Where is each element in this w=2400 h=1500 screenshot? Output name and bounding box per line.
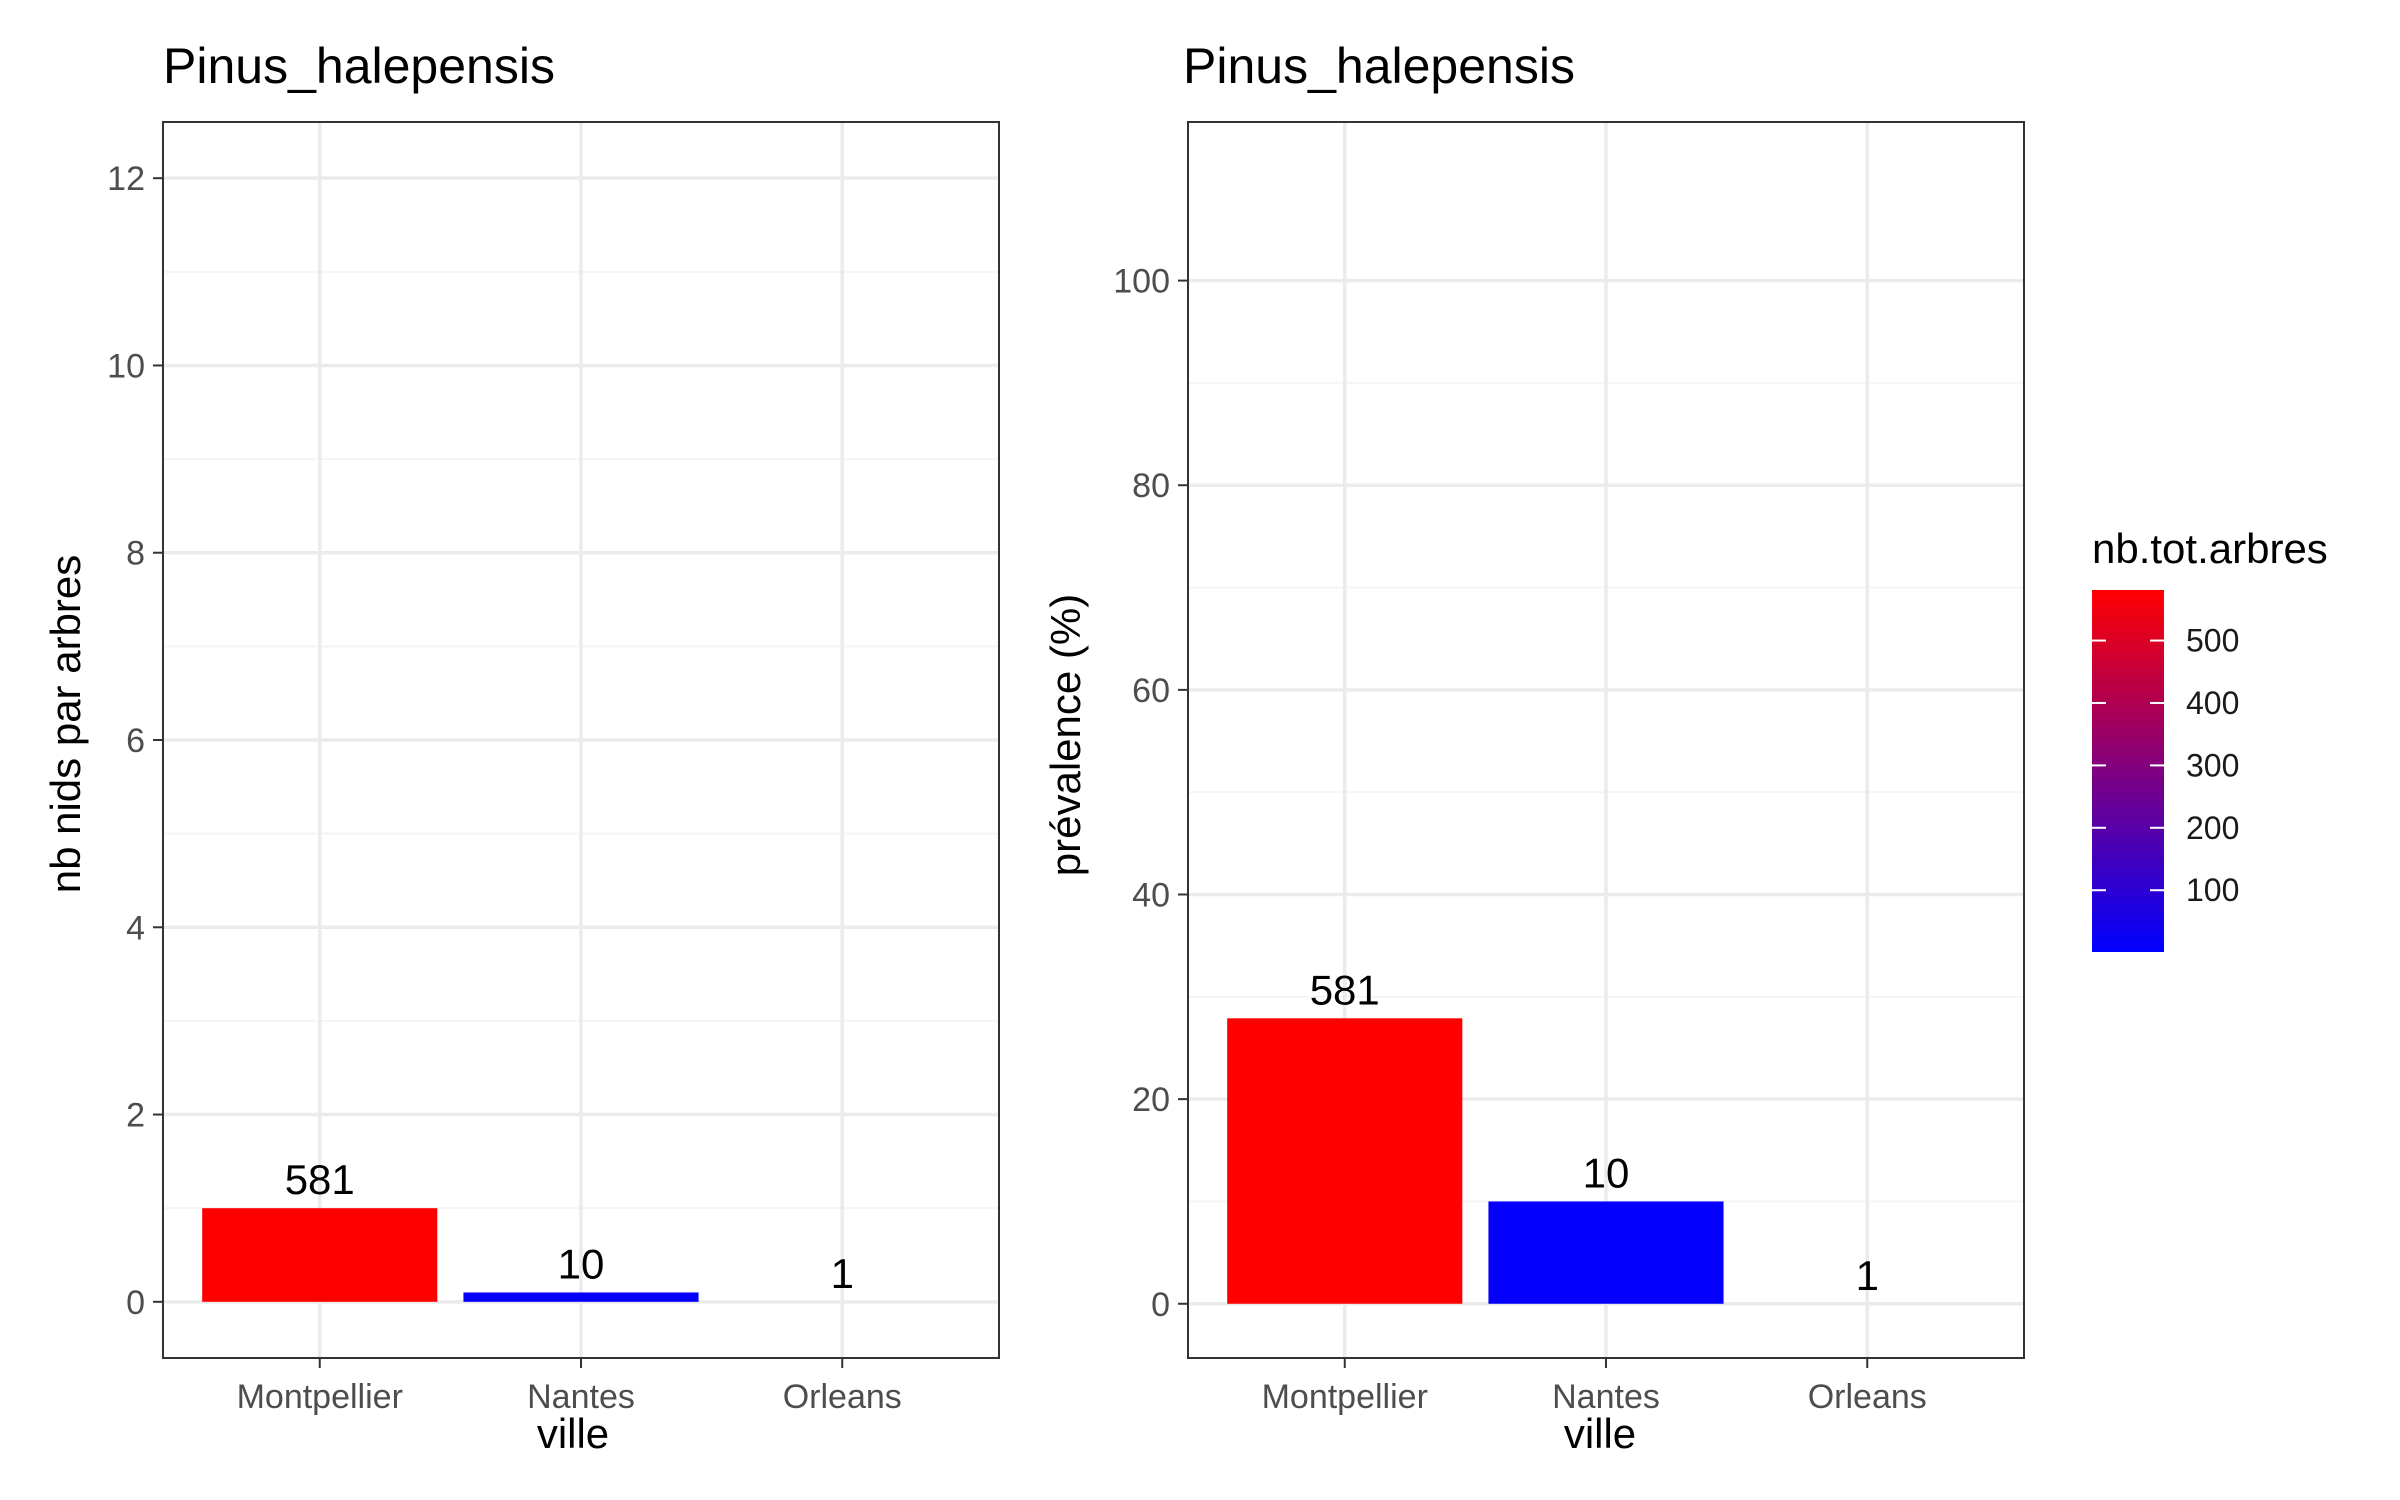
legend-tick-label: 300 [2186,747,2239,783]
bar-label: 10 [1583,1149,1630,1196]
y-tick-label: 20 [1132,1081,1170,1119]
bar-label: 1 [1856,1252,1879,1299]
right-x-axis-title: ville [1564,1410,1636,1457]
left-y-axis-title: nb nids par arbres [42,555,89,894]
y-tick-label: 0 [126,1284,145,1322]
bar-label: 1 [831,1250,854,1297]
bar-label: 581 [285,1156,355,1203]
bar-label: 10 [558,1240,605,1287]
y-tick-label: 6 [126,722,145,760]
legend-title: nb.tot.arbres [2092,525,2328,572]
x-tick-label: Orleans [1808,1378,1927,1416]
y-tick-label: 80 [1132,467,1170,505]
legend-colorbar [2092,590,2164,952]
bar-label: 581 [1310,966,1380,1013]
y-tick-label: 40 [1132,877,1170,915]
bar-montpellier [202,1208,438,1302]
x-tick-label: Nantes [527,1378,635,1416]
y-tick-label: 0 [1151,1286,1170,1324]
legend-tick-label: 500 [2186,623,2239,659]
left-chart: Pinus_halepensis ville nb nids par arbre… [42,38,1000,1457]
x-tick-label: Orleans [783,1378,902,1416]
bar-montpellier [1227,1018,1463,1304]
y-tick-label: 8 [126,535,145,573]
x-tick-label: Montpellier [237,1378,403,1416]
y-tick-label: 2 [126,1097,145,1135]
color-legend: nb.tot.arbres 100 200 300 400 500 [2092,525,2328,952]
y-tick-label: 100 [1113,263,1170,301]
bar-nantes [463,1292,699,1302]
right-chart: Pinus_halepensis ville prévalence (%) 58… [1042,38,2025,1457]
legend-ticks: 100 200 300 400 500 [2092,623,2239,908]
right-y-axis-title: prévalence (%) [1042,594,1089,876]
legend-tick-label: 100 [2186,872,2239,908]
x-tick-label: Montpellier [1262,1378,1428,1416]
y-tick-label: 60 [1132,672,1170,710]
legend-tick-label: 400 [2186,685,2239,721]
bar-nantes [1488,1201,1724,1304]
left-chart-title: Pinus_halepensis [163,38,555,94]
legend-tick-label: 200 [2186,810,2239,846]
left-x-axis-title: ville [537,1410,609,1457]
y-tick-label: 4 [126,909,145,947]
right-chart-title: Pinus_halepensis [1183,38,1575,94]
x-tick-label: Nantes [1552,1378,1660,1416]
y-tick-label: 12 [107,160,145,198]
y-tick-label: 10 [107,347,145,385]
